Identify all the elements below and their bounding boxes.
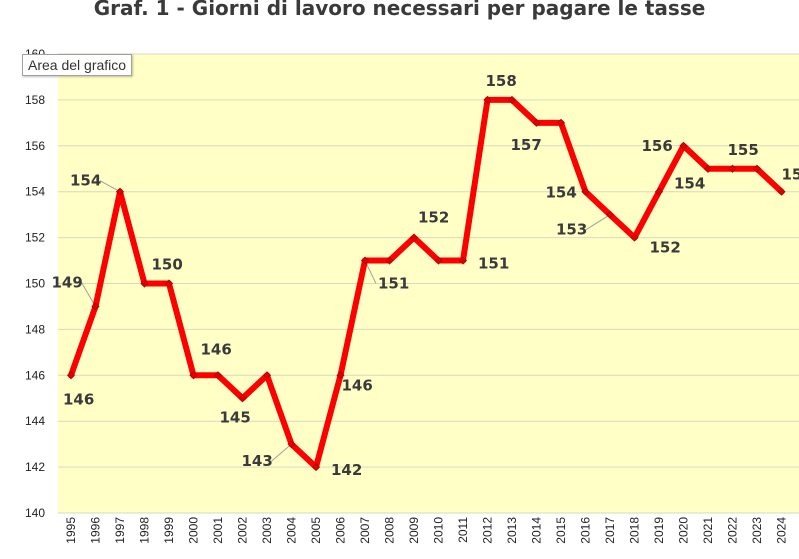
data-point (140, 279, 149, 288)
data-label: 145 (220, 408, 251, 426)
chart-title: Graf. 1 - Giorni di lavoro necessari per… (93, 0, 706, 20)
data-point (728, 164, 737, 173)
data-label: 154 (70, 172, 101, 190)
x-tick-label: 2022 (726, 517, 740, 544)
y-tick-label: 142 (25, 460, 45, 474)
data-point (91, 302, 100, 311)
x-tick-label: 2009 (407, 517, 421, 544)
x-tick-label: 2018 (628, 517, 642, 544)
x-tick-label: 2000 (187, 517, 201, 544)
y-tick-label: 154 (25, 185, 45, 199)
data-point (311, 463, 321, 472)
x-tick-label: 2012 (481, 517, 495, 544)
data-point (630, 233, 639, 242)
data-label: 149 (52, 273, 83, 291)
data-label: 152 (418, 209, 449, 227)
data-label: 155 (728, 141, 759, 159)
x-tick-label: 2004 (285, 517, 299, 544)
data-label: 151 (378, 275, 409, 293)
data-point (189, 371, 198, 380)
data-label: 146 (201, 340, 232, 358)
data-label: 154 (546, 184, 577, 202)
data-point (115, 187, 125, 196)
y-tick-label: 152 (25, 231, 45, 245)
data-point (679, 141, 688, 150)
y-tick-label: 158 (25, 93, 45, 107)
x-tick-label: 2013 (505, 517, 519, 544)
data-label: 146 (63, 390, 94, 408)
y-tick-label: 144 (25, 414, 45, 428)
data-label: 152 (650, 239, 681, 257)
x-tick-label: 2019 (652, 517, 666, 544)
data-point (238, 394, 247, 403)
x-tick-label: 1996 (89, 517, 103, 544)
data-label: 156 (642, 137, 673, 155)
data-point (213, 371, 223, 380)
data-point (752, 164, 762, 173)
x-tick-label: 2017 (603, 517, 617, 544)
x-tick-label: 2020 (677, 517, 691, 544)
data-point (703, 164, 713, 173)
x-tick-label: 1999 (162, 517, 176, 544)
x-tick-label: 2014 (530, 517, 544, 544)
x-tick-label: 2003 (260, 517, 274, 544)
data-point (777, 187, 786, 196)
x-tick-label: 2006 (334, 517, 348, 544)
x-tick-label: 2024 (775, 517, 789, 544)
x-tick-label: 2007 (358, 517, 372, 544)
x-tick-label: 1997 (113, 517, 127, 544)
y-tick-label: 156 (25, 139, 45, 153)
data-point (654, 187, 664, 196)
data-point (385, 256, 394, 265)
data-point (532, 118, 541, 127)
y-tick-label: 140 (25, 506, 45, 520)
data-point (66, 371, 76, 380)
x-tick-label: 2005 (309, 517, 323, 544)
x-tick-label: 2001 (211, 517, 225, 544)
x-tick-label: 2010 (432, 517, 446, 544)
x-tick-label: 2016 (579, 517, 593, 544)
data-point (458, 256, 468, 265)
data-point (556, 118, 566, 127)
data-label: 158 (486, 72, 517, 90)
chart-area-tooltip: Area del grafico (22, 54, 133, 76)
x-tick-label: 1995 (64, 517, 78, 544)
x-tick-label: 1998 (138, 517, 152, 544)
y-tick-label: 150 (25, 277, 45, 291)
leader-line (585, 214, 611, 231)
data-point (262, 371, 272, 380)
data-label: 153 (556, 221, 587, 239)
data-label: 146 (342, 376, 373, 394)
data-point (409, 233, 419, 242)
x-tick-label: 2008 (383, 517, 397, 544)
data-label: 157 (511, 136, 542, 154)
x-tick-label: 2002 (236, 517, 250, 544)
leader-line (99, 180, 121, 193)
data-label: 142 (331, 461, 362, 479)
data-label: 143 (242, 452, 273, 470)
leader-line (81, 282, 96, 307)
y-tick-label: 146 (25, 368, 45, 382)
data-label: 151 (478, 255, 509, 273)
x-tick-label: 2011 (456, 517, 470, 543)
data-label: 154 (674, 175, 705, 193)
data-label: 150 (152, 256, 183, 274)
data-point (434, 256, 443, 265)
leader-line (271, 443, 292, 462)
series-line (68, 96, 785, 471)
data-point (581, 187, 590, 196)
data-point (287, 440, 296, 449)
data-point (507, 95, 517, 104)
x-tick-label: 2023 (750, 517, 764, 544)
data-label: 154 (782, 166, 799, 184)
data-point (360, 256, 370, 265)
data-point (164, 279, 174, 288)
data-point (605, 210, 615, 219)
x-tick-label: 2021 (701, 517, 715, 544)
data-point (336, 371, 345, 380)
x-tick-label: 2015 (554, 517, 568, 544)
y-tick-label: 148 (25, 322, 45, 336)
data-point (483, 95, 492, 104)
